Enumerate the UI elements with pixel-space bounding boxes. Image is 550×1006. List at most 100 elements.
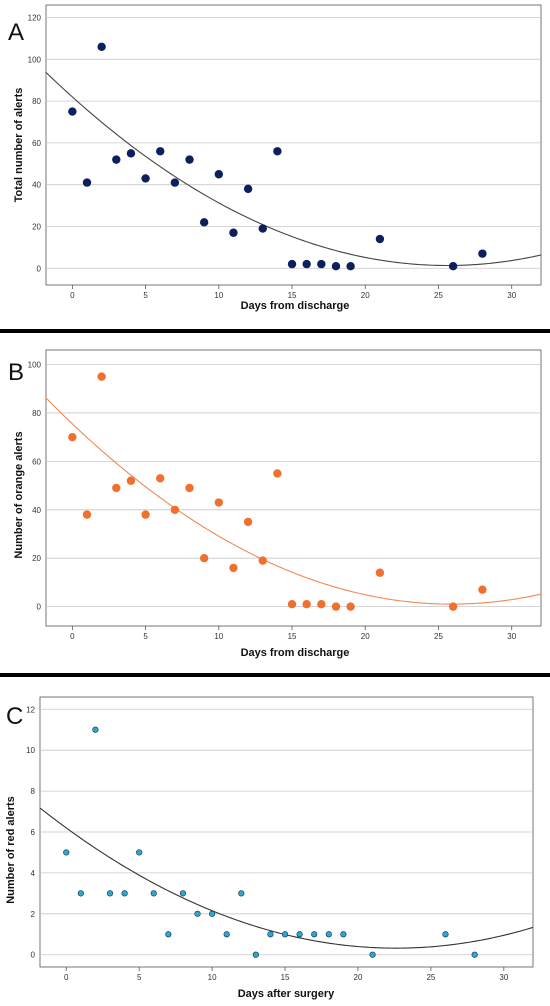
data-point xyxy=(331,261,341,271)
data-point xyxy=(302,600,311,609)
x-tick-label: 10 xyxy=(214,291,223,300)
panel-letter-b: B xyxy=(8,359,24,386)
y-tick-label: 10 xyxy=(26,746,35,755)
data-point xyxy=(346,261,355,271)
data-point xyxy=(238,890,245,897)
data-point xyxy=(156,474,165,483)
x-tick-label: 25 xyxy=(434,632,443,641)
data-point xyxy=(68,432,77,442)
x-tick-label: 5 xyxy=(143,291,148,300)
x-tick-label: 20 xyxy=(354,973,363,982)
data-point xyxy=(126,149,136,158)
data-point xyxy=(199,218,209,227)
y-tick-label: 0 xyxy=(37,264,42,273)
y-tick-label: 2 xyxy=(31,910,36,919)
x-axis-label: Days from discharge xyxy=(241,300,350,312)
data-point xyxy=(287,600,297,609)
data-point xyxy=(471,951,478,958)
panel-letter-c: C xyxy=(6,703,23,730)
data-point xyxy=(281,931,289,938)
y-tick-label: 0 xyxy=(31,951,36,960)
data-point xyxy=(82,178,92,187)
x-tick-label: 0 xyxy=(64,973,69,982)
x-tick-label: 5 xyxy=(143,632,148,641)
data-point xyxy=(112,483,121,493)
data-point xyxy=(252,951,259,958)
y-axis-label: Number of red alerts xyxy=(5,796,17,904)
data-point xyxy=(243,184,253,194)
data-point xyxy=(229,563,238,573)
data-point xyxy=(258,556,267,565)
data-point xyxy=(165,931,172,938)
y-tick-label: 80 xyxy=(32,97,41,106)
data-point xyxy=(442,931,449,938)
data-point xyxy=(126,476,136,485)
data-point xyxy=(82,510,92,519)
y-tick-label: 100 xyxy=(28,55,42,64)
fit-curve xyxy=(45,72,542,267)
data-point xyxy=(375,568,385,577)
x-tick-label: 15 xyxy=(288,632,297,641)
data-point xyxy=(209,910,216,917)
y-tick-label: 100 xyxy=(28,361,42,370)
y-tick-label: 120 xyxy=(28,14,42,23)
data-point xyxy=(229,228,238,237)
data-point xyxy=(478,249,487,258)
x-tick-label: 25 xyxy=(426,973,435,982)
y-tick-label: 8 xyxy=(31,787,36,796)
data-point xyxy=(136,849,143,856)
data-point xyxy=(478,585,487,594)
y-axis-label: Total number of alerts xyxy=(13,88,25,203)
panel-c: C Days after surgery Number of red alert… xyxy=(5,696,534,1000)
data-point xyxy=(302,259,311,269)
data-point xyxy=(170,505,180,514)
data-point xyxy=(170,178,180,187)
data-point xyxy=(273,469,282,478)
data-point xyxy=(287,259,297,269)
panel-separator xyxy=(0,673,550,677)
data-point xyxy=(185,483,194,493)
panel-a: A Days from discharge Total number of al… xyxy=(8,4,542,312)
x-axis-label: Days after surgery xyxy=(238,988,335,1000)
data-point xyxy=(214,498,224,507)
data-point xyxy=(141,510,150,519)
fit-curve xyxy=(45,397,542,605)
x-tick-label: 30 xyxy=(499,973,508,982)
data-point xyxy=(63,849,70,856)
x-tick-label: 25 xyxy=(434,291,443,300)
data-point xyxy=(179,890,187,897)
data-point xyxy=(97,42,106,51)
data-point xyxy=(273,147,282,156)
plot-frame xyxy=(45,4,542,286)
y-tick-label: 60 xyxy=(32,457,41,466)
y-tick-label: 4 xyxy=(31,869,36,878)
data-point xyxy=(317,600,326,609)
data-point xyxy=(346,602,355,611)
data-point xyxy=(369,951,376,958)
y-tick-label: 12 xyxy=(26,705,35,714)
data-point xyxy=(325,931,332,938)
y-tick-label: 80 xyxy=(32,409,41,418)
y-tick-label: 40 xyxy=(32,506,41,515)
y-axis-label: Number of orange alerts xyxy=(13,431,25,558)
x-tick-label: 20 xyxy=(361,291,370,300)
data-point xyxy=(106,890,114,897)
data-point xyxy=(194,910,201,917)
data-point xyxy=(112,155,121,164)
data-point xyxy=(375,234,385,244)
x-tick-label: 0 xyxy=(70,632,75,641)
data-point xyxy=(141,174,150,183)
data-point xyxy=(77,890,84,897)
x-tick-label: 15 xyxy=(281,973,290,982)
data-point xyxy=(185,155,194,164)
x-tick-label: 15 xyxy=(288,291,297,300)
x-tick-label: 20 xyxy=(361,632,370,641)
y-tick-label: 20 xyxy=(32,222,41,231)
data-point xyxy=(296,931,303,938)
x-tick-label: 10 xyxy=(208,973,217,982)
data-point xyxy=(223,931,230,938)
data-point xyxy=(68,107,77,116)
data-point xyxy=(199,554,209,563)
